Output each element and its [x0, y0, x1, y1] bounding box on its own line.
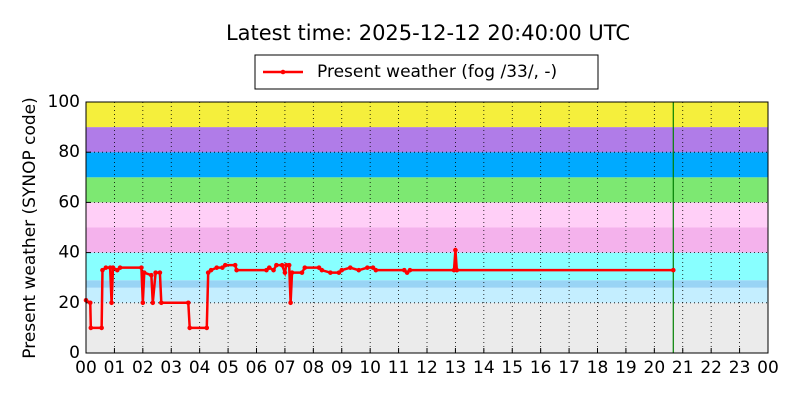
data-point	[149, 272, 154, 278]
data-point	[289, 270, 295, 275]
x-tick-label: 09	[331, 358, 353, 378]
x-tick-label: 23	[729, 358, 751, 378]
x-tick-label: 03	[160, 358, 182, 378]
data-point	[302, 265, 308, 270]
data-point	[117, 265, 123, 270]
data-point	[214, 265, 220, 270]
x-tick-label: 00	[757, 358, 779, 378]
data-point	[288, 300, 293, 306]
y-tick-label: 80	[58, 142, 80, 162]
data-point	[159, 300, 164, 306]
data-point	[109, 300, 114, 306]
data-point	[88, 325, 94, 331]
data-point	[187, 325, 193, 331]
background-band	[86, 227, 768, 253]
background-band	[86, 287, 768, 303]
x-tick-label: 00	[75, 358, 97, 378]
data-point	[373, 267, 379, 273]
x-tick-label: 15	[501, 358, 523, 378]
data-point	[339, 267, 345, 273]
data-point	[153, 270, 158, 275]
x-tick-label: 07	[274, 358, 296, 378]
x-tick-label: 20	[644, 358, 666, 378]
data-point	[670, 267, 676, 273]
x-tick-label: 12	[416, 358, 438, 378]
x-tick-label: 19	[615, 358, 637, 378]
x-tick-label: 16	[530, 358, 552, 378]
data-point	[279, 262, 285, 268]
y-tick-label: 20	[58, 293, 80, 313]
chart-title: Latest time: 2025-12-12 20:40:00 UTC	[226, 21, 630, 45]
data-point	[150, 300, 156, 306]
x-tick-label: 22	[700, 358, 722, 378]
data-point	[286, 262, 292, 268]
legend-box	[254, 54, 599, 90]
data-point	[140, 300, 146, 306]
data-point	[234, 267, 239, 273]
data-point	[299, 270, 305, 275]
data-point	[356, 267, 362, 273]
x-tick-label: 10	[359, 358, 381, 378]
data-point	[266, 265, 272, 270]
data-point	[347, 265, 353, 270]
data-point	[453, 247, 458, 253]
background-band	[86, 152, 768, 178]
data-point	[319, 267, 325, 273]
x-tick-label: 11	[388, 358, 410, 378]
x-tick-label: 17	[558, 358, 580, 378]
x-tick-label: 05	[217, 358, 239, 378]
x-tick-label: 02	[132, 358, 154, 378]
data-point	[274, 262, 279, 268]
legend-label: Present weather (fog /33/, -)	[317, 62, 557, 82]
x-tick-label: 18	[587, 358, 609, 378]
x-tick-label: 21	[672, 358, 694, 378]
background-band	[86, 280, 768, 288]
legend-marker	[280, 69, 286, 75]
x-tick-label: 06	[246, 358, 268, 378]
data-point	[222, 262, 228, 268]
data-point	[87, 300, 93, 306]
y-tick-label: 100	[48, 92, 80, 112]
data-point	[204, 325, 210, 331]
data-point	[365, 265, 370, 270]
data-point	[186, 300, 191, 306]
x-tick-label: 14	[473, 358, 495, 378]
data-point	[157, 270, 163, 275]
data-point	[141, 270, 147, 275]
data-point	[454, 267, 460, 273]
plot-frame	[85, 101, 769, 354]
data-point	[100, 267, 105, 273]
x-tick-label: 01	[104, 358, 126, 378]
data-point	[328, 270, 333, 275]
y-tick-label: 0	[69, 343, 80, 363]
data-point	[99, 325, 104, 331]
data-point	[282, 270, 288, 275]
data-point	[271, 267, 276, 273]
y-axis-label: Present weather (SYNOP code)	[20, 97, 40, 358]
x-tick-label: 04	[189, 358, 211, 378]
data-point	[232, 262, 238, 268]
y-tick-label: 40	[58, 243, 80, 263]
data-point	[208, 267, 214, 273]
data-point	[103, 265, 109, 270]
y-tick-label: 60	[58, 192, 80, 212]
data-point	[110, 265, 116, 270]
x-tick-label: 13	[445, 358, 467, 378]
data-point	[139, 265, 144, 270]
data-point	[407, 267, 413, 273]
x-tick-label: 08	[303, 358, 325, 378]
background-band	[86, 127, 768, 153]
